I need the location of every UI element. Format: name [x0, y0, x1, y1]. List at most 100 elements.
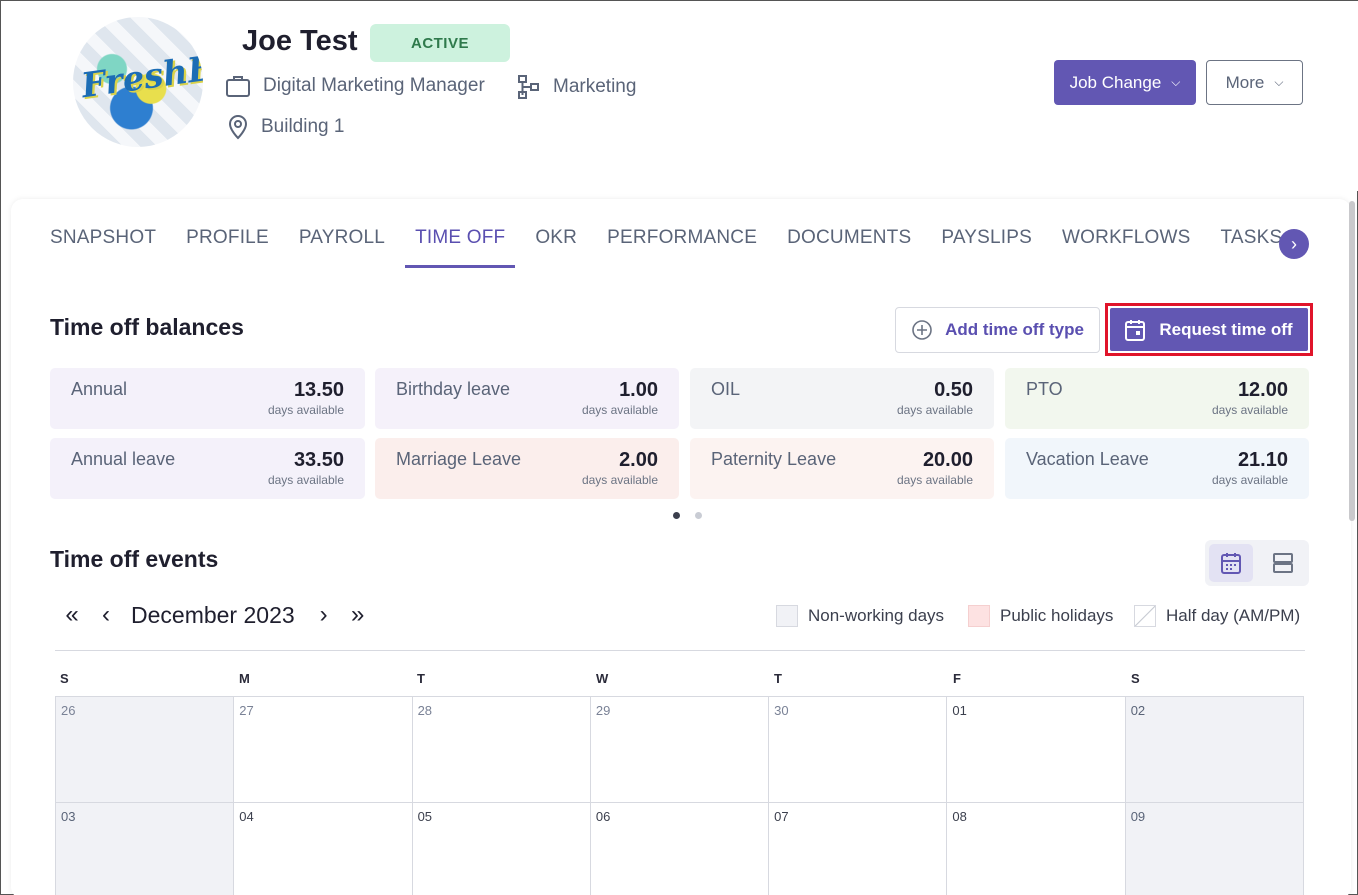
add-time-off-type-label: Add time off type [945, 320, 1084, 339]
next-year-icon[interactable]: » [350, 601, 365, 628]
list-view-icon [1273, 553, 1293, 573]
balance-card[interactable]: Annual 13.50 days available [50, 368, 365, 429]
balance-name: Paternity Leave [711, 449, 837, 469]
calendar-week: 26 27 28 29 30 01 02 [56, 697, 1304, 803]
more-label: More [1225, 72, 1265, 92]
weekday-label: M [239, 671, 250, 686]
carousel-dot[interactable] [695, 512, 702, 519]
tab-time-off[interactable]: TIME OFF [405, 227, 516, 268]
more-button[interactable]: More ⌵ [1206, 60, 1303, 105]
avatar-logo-text: FreshB [78, 47, 203, 107]
balance-card[interactable]: Vacation Leave 21.10 days available [1005, 438, 1309, 499]
calendar-day[interactable]: 28 [412, 697, 591, 803]
balance-card[interactable]: PTO 12.00 days available [1005, 368, 1309, 429]
view-toggle [1205, 540, 1309, 586]
legend-label: Public holidays [1000, 606, 1114, 625]
carousel-dot-active[interactable] [673, 512, 680, 519]
calendar-day[interactable]: 27 [234, 697, 413, 803]
job-title: Digital Marketing Manager [263, 75, 485, 96]
balance-unit: days available [267, 473, 344, 487]
tab-payroll[interactable]: PAYROLL [298, 227, 386, 248]
job-title-row: Digital Marketing Manager [225, 74, 485, 98]
calendar-day[interactable]: 30 [769, 697, 948, 803]
balance-name: Birthday leave [396, 379, 511, 399]
weekday-label: S [1131, 671, 1140, 686]
tab-workflows[interactable]: WORKFLOWS [1062, 227, 1191, 248]
balance-name: Vacation Leave [1026, 449, 1149, 469]
balance-card[interactable]: OIL 0.50 days available [690, 368, 994, 429]
tab-profile[interactable]: PROFILE [186, 227, 269, 248]
calendar-day[interactable]: 08 [947, 803, 1126, 895]
location-row: Building 1 [227, 114, 344, 140]
events-title: Time off events [50, 546, 219, 572]
tab-okr[interactable]: OKR [535, 227, 578, 248]
balance-unit: days available [581, 403, 658, 417]
tabs-scroll-right-button[interactable]: › [1279, 229, 1309, 259]
balance-name: Marriage Leave [396, 449, 522, 469]
prev-month-icon[interactable]: ‹ [102, 601, 110, 628]
month-label: December 2023 [131, 601, 295, 628]
prev-year-icon[interactable]: « [65, 601, 79, 628]
calendar-week: 03 04 05 06 07 08 09 [56, 803, 1304, 895]
chevron-right-icon: › [1291, 233, 1297, 254]
balances-title: Time off balances [50, 314, 244, 340]
calendar-day[interactable]: 06 [591, 803, 770, 895]
briefcase-icon [226, 76, 250, 97]
calendar-icon [1221, 553, 1241, 574]
calendar-day[interactable]: 02 [1125, 697, 1304, 803]
tab-documents[interactable]: DOCUMENTS [787, 227, 912, 248]
balance-value: 13.50 [293, 379, 344, 401]
next-month-icon[interactable]: › [319, 601, 328, 628]
calendar-day[interactable]: 26 [56, 697, 235, 803]
balance-card[interactable]: Annual leave 33.50 days available [50, 438, 365, 499]
balance-card[interactable]: Marriage Leave 2.00 days available [375, 438, 679, 499]
tab-payslips[interactable]: PAYSLIPS [941, 227, 1033, 248]
legend-public-holidays: Public holidays [968, 605, 1113, 627]
calendar-day[interactable]: 09 [1125, 803, 1304, 895]
page-scrollbar[interactable] [1349, 201, 1355, 521]
calendar-day[interactable]: 07 [769, 803, 948, 895]
balance-value: 1.00 [619, 379, 658, 401]
request-time-off-button[interactable]: Request time off [1110, 308, 1308, 351]
legend-non-working: Non-working days [776, 605, 944, 627]
department: Marketing [553, 76, 637, 97]
weekday-label: W [596, 671, 609, 686]
list-view-button[interactable] [1261, 544, 1305, 582]
balance-unit: days available [1211, 403, 1288, 417]
month-navigator: « ‹ December 2023 › » [55, 601, 375, 629]
weekday-label: F [953, 671, 961, 686]
calendar-day[interactable]: 04 [234, 803, 413, 895]
plus-circle-icon [912, 320, 932, 340]
carousel-dots [673, 512, 717, 519]
balance-unit: days available [1211, 473, 1288, 487]
balance-value: 2.00 [619, 449, 658, 471]
calendar-day[interactable]: 03 [56, 803, 235, 895]
tab-snapshot[interactable]: SNAPSHOT [50, 227, 157, 248]
balance-value: 12.00 [1237, 379, 1288, 401]
chevron-down-icon: ⌵ [1274, 75, 1284, 89]
calendar-day[interactable]: 01 [947, 697, 1126, 803]
location-pin-icon [228, 115, 248, 140]
tab-tasks[interactable]: TASKS [1220, 227, 1283, 248]
tab-bar: SNAPSHOT PROFILE PAYROLL TIME OFF OKR PE… [50, 227, 1312, 268]
chevron-down-icon: ⌵ [1171, 75, 1181, 89]
request-highlight-frame [1105, 303, 1313, 356]
calendar-view-button[interactable] [1209, 544, 1253, 582]
legend-label: Half day (AM/PM) [1166, 606, 1301, 625]
job-change-button[interactable]: Job Change ⌵ [1054, 60, 1196, 105]
avatar[interactable]: FreshB [73, 17, 203, 147]
tab-performance[interactable]: PERFORMANCE [607, 227, 758, 248]
legend-label: Non-working days [808, 606, 945, 625]
request-time-off-label: Request time off [1159, 319, 1293, 339]
balance-card[interactable]: Paternity Leave 20.00 days available [690, 438, 994, 499]
add-time-off-type-button[interactable]: Add time off type [895, 307, 1100, 353]
department-row: Marketing [517, 74, 636, 100]
balance-card[interactable]: Birthday leave 1.00 days available [375, 368, 679, 429]
calendar-divider [55, 650, 1305, 651]
calendar-day[interactable]: 29 [590, 697, 770, 803]
legend-half-day: Half day (AM/PM) [1134, 605, 1300, 627]
calendar-day[interactable]: 05 [413, 803, 591, 895]
job-change-label: Job Change [1069, 72, 1162, 92]
org-chart-icon [518, 75, 539, 99]
weekday-label: T [417, 671, 425, 686]
